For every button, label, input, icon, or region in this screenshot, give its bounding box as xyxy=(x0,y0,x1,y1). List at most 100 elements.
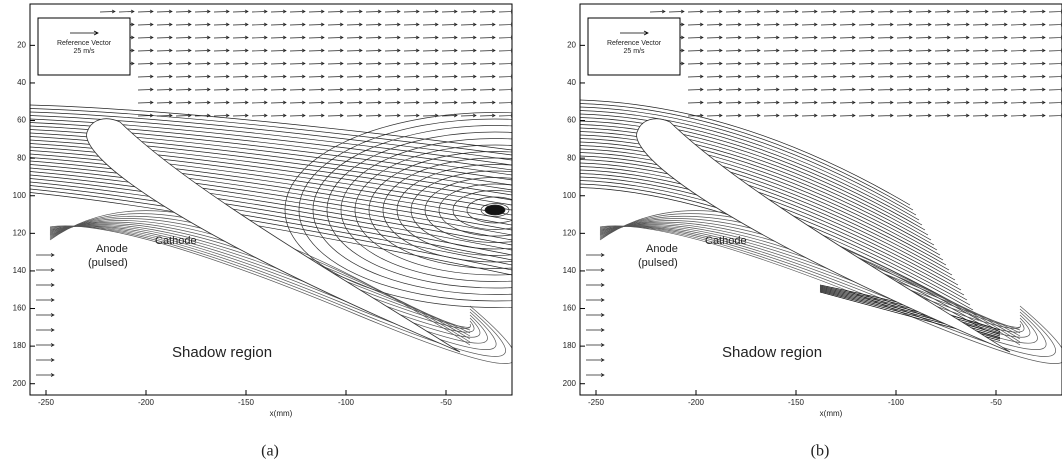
vector-arrow xyxy=(763,9,780,14)
vector-arrow xyxy=(586,313,605,317)
streamline xyxy=(30,129,512,186)
vector-arrow xyxy=(479,100,496,105)
streamline xyxy=(30,115,512,166)
legend-box xyxy=(37,17,131,76)
vector-arrow xyxy=(232,61,249,66)
vector-arrow xyxy=(156,22,173,27)
streamline xyxy=(580,99,911,206)
vector-arrow xyxy=(915,74,932,79)
annotation: Shadow region xyxy=(172,344,272,361)
vector-arrow xyxy=(422,48,439,53)
vector-arrow xyxy=(403,61,420,66)
vector-arrow xyxy=(518,114,533,117)
vector-arrow xyxy=(915,9,932,14)
vector-arrow xyxy=(518,49,533,52)
vector-arrow xyxy=(953,113,970,118)
streamline xyxy=(819,288,1001,337)
vector-arrow xyxy=(156,87,173,92)
streamline xyxy=(49,225,497,350)
panel: -250 -200 -150 -100 -50 20 40 60 80 100 120 140 160 1… xyxy=(13,3,533,460)
vector-arrow xyxy=(289,100,306,105)
vector-arrow xyxy=(365,74,382,79)
y-tick-label: 60 xyxy=(567,116,576,125)
vector-arrow xyxy=(213,87,230,92)
vector-arrow xyxy=(479,61,496,66)
vector-arrow xyxy=(586,343,605,347)
reference-arrow xyxy=(70,30,99,36)
vector-arrow xyxy=(232,35,249,40)
vector-arrow xyxy=(213,22,230,27)
vector-arrow xyxy=(972,22,989,27)
vector-arrow xyxy=(270,74,287,79)
vector-arrow xyxy=(346,9,363,14)
vector-arrow xyxy=(289,35,306,40)
vector-arrow xyxy=(175,87,192,92)
vector-arrow xyxy=(953,74,970,79)
vortex-line xyxy=(298,118,512,302)
vector-arrow xyxy=(725,22,742,27)
vector-arrow xyxy=(36,343,55,347)
vector-arrow xyxy=(403,9,420,14)
vector-arrow xyxy=(763,87,780,92)
x-tick-label: -250 xyxy=(38,398,55,407)
vector-arrow xyxy=(251,35,268,40)
streamline xyxy=(580,124,932,241)
legend-value: 25 m/s xyxy=(623,48,645,55)
streamline xyxy=(580,127,935,246)
vector-arrow xyxy=(991,9,1008,14)
vector-arrow xyxy=(384,9,401,14)
vector-arrow xyxy=(1029,61,1046,66)
vector-arrow xyxy=(687,48,704,53)
vector-arrow xyxy=(687,100,704,105)
vector-arrow xyxy=(384,22,401,27)
x-tick-label: -150 xyxy=(238,398,255,407)
x-tick-label: -200 xyxy=(688,398,705,407)
vector-arrow xyxy=(270,113,287,118)
vector-arrow xyxy=(251,48,268,53)
vector-arrow xyxy=(156,35,173,40)
streamline xyxy=(30,122,512,176)
streamline xyxy=(580,134,941,256)
caption: (b) xyxy=(811,443,830,460)
vector-arrow xyxy=(156,61,173,66)
vector-arrow xyxy=(820,74,837,79)
vortex-line xyxy=(466,196,512,224)
streamline xyxy=(49,225,512,364)
streamline xyxy=(580,117,926,231)
y-tick-label: 20 xyxy=(17,40,26,49)
vector-arrow xyxy=(308,22,325,27)
vector-arrow xyxy=(289,74,306,79)
vector-arrow xyxy=(744,9,761,14)
streamline xyxy=(30,136,512,196)
vector-arrow xyxy=(460,100,477,105)
vector-arrow xyxy=(706,9,723,14)
vector-arrow xyxy=(991,100,1008,105)
vector-arrow xyxy=(687,22,704,27)
y-tick-label: 80 xyxy=(17,153,26,162)
vector-arrow xyxy=(744,61,761,66)
vector-arrow xyxy=(403,87,420,92)
vector-arrow xyxy=(213,100,230,105)
vector-arrow xyxy=(1029,87,1046,92)
vector-arrow xyxy=(175,100,192,105)
vector-arrow xyxy=(460,74,477,79)
vector-arrow xyxy=(915,100,932,105)
y-tick-label: 120 xyxy=(563,228,577,237)
vector-arrow xyxy=(991,61,1008,66)
vector-arrow xyxy=(384,113,401,118)
vector-arrow xyxy=(270,61,287,66)
vector-arrow xyxy=(213,113,230,118)
vector-arrow xyxy=(972,74,989,79)
vector-arrow xyxy=(896,22,913,27)
vortex-line xyxy=(396,164,512,256)
annotation: Cathode xyxy=(705,235,747,247)
vector-arrow xyxy=(1010,74,1027,79)
vector-arrow xyxy=(839,61,856,66)
vector-arrow xyxy=(782,9,799,14)
streamline xyxy=(819,290,1001,340)
vector-arrow xyxy=(725,48,742,53)
streamline xyxy=(30,171,512,246)
vector-arrow xyxy=(839,74,856,79)
vector-arrow xyxy=(896,35,913,40)
vector-arrow xyxy=(1029,113,1046,118)
